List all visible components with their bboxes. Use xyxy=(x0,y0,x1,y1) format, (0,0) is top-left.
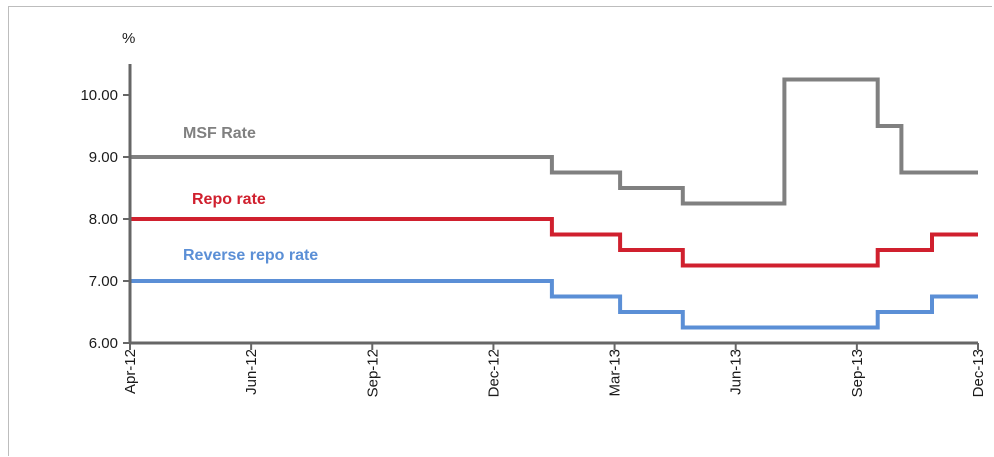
x-tick-label: Dec-12 xyxy=(485,349,502,397)
y-axis-ticks: 6.00 7.00 8.00 9.00 10.00 xyxy=(80,87,130,352)
series-label-0: MSF Rate xyxy=(183,125,256,142)
x-tick-label: Jun-12 xyxy=(243,349,260,395)
x-tick-label: Sep-13 xyxy=(849,349,866,397)
x-tick-label: Apr-12 xyxy=(122,349,139,394)
y-tick-label: 10.00 xyxy=(80,87,118,104)
y-tick-label: 7.00 xyxy=(89,273,118,290)
x-axis-ticks: Apr-12 Jun-12 Sep-12 Dec-12 Mar-13 Jun-13 Sep-… xyxy=(122,343,987,397)
y-tick-label: 6.00 xyxy=(89,335,118,352)
x-tick-label: Jun-13 xyxy=(728,349,745,395)
x-tick-label: Mar-13 xyxy=(607,349,624,397)
x-tick-label: Dec-13 xyxy=(970,349,987,397)
x-tick-label: Sep-12 xyxy=(364,349,381,397)
y-tick-label: 9.00 xyxy=(89,149,118,166)
series-layer xyxy=(130,77,978,330)
y-tick-label: 8.00 xyxy=(89,211,118,228)
series-line-2 xyxy=(130,279,978,330)
y-unit-label: % xyxy=(122,30,135,47)
chart-frame xyxy=(8,6,992,456)
series-line-0 xyxy=(130,77,978,206)
series-label-2: Reverse repo rate xyxy=(183,247,318,264)
series-label-1: Repo rate xyxy=(192,191,266,208)
series-line-1 xyxy=(130,217,978,268)
axes xyxy=(128,64,978,345)
series-labels: MSF Rate Repo rate Reverse repo rate xyxy=(183,125,318,264)
